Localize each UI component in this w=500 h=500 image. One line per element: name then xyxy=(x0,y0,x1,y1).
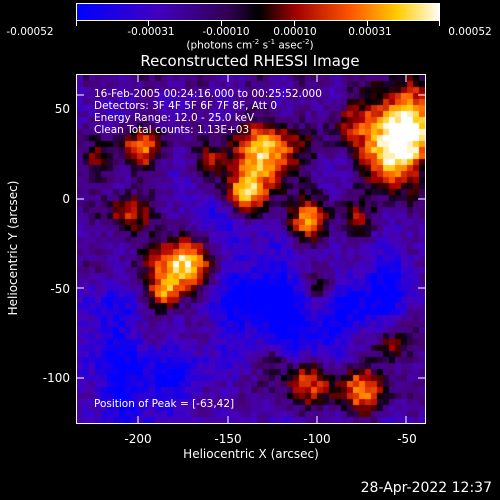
x-tick-label: -200 xyxy=(124,432,152,446)
x-tick-label: -100 xyxy=(303,432,331,446)
y-tick-label: -100 xyxy=(42,371,70,385)
plot-title: Reconstructed RHESSI Image xyxy=(140,52,360,70)
clean-counts-text: Clean Total counts: 1.13E+03 xyxy=(94,124,250,136)
plot-frame xyxy=(76,74,426,424)
axis-ticks xyxy=(76,74,426,424)
y-tick-label: 50 xyxy=(54,102,70,116)
timestamp: 28-Apr-2022 12:37 xyxy=(360,480,492,496)
y-tick-label: -50 xyxy=(50,282,70,296)
y-axis-label: Heliocentric Y (arcsec) xyxy=(6,180,20,316)
time-range-text: 16-Feb-2005 00:24:16.000 to 00:25:52.000 xyxy=(94,88,322,100)
x-tick-label: -50 xyxy=(397,432,417,446)
rhessi-image xyxy=(77,75,425,423)
colorbar-tick-label: 0.00052 xyxy=(448,26,492,38)
colorbar-tick-label: -0.00010 xyxy=(202,26,250,38)
peak-position-text: Position of Peak = [-63,42] xyxy=(94,398,235,410)
colorbar-units: (photons cm-2 s-1 asec-2) xyxy=(186,38,314,52)
y-tick-label: 0 xyxy=(62,192,70,206)
colorbar-tick-label: 0.00010 xyxy=(273,26,317,38)
colorbar-tick-label: -0.00031 xyxy=(127,26,175,38)
x-axis-label: Heliocentric X (arcsec) xyxy=(183,447,319,461)
colorbar xyxy=(76,3,440,21)
energy-range-text: Energy Range: 12.0 - 25.0 keV xyxy=(94,112,255,124)
colorbar-tick-label: -0.00052 xyxy=(6,26,54,38)
colorbar-tick-label: 0.00031 xyxy=(348,26,392,38)
colorbar-labels: -0.00052 -0.00031 -0.00010 0.00010 0.000… xyxy=(0,0,500,40)
colorbar-ticks xyxy=(76,21,440,27)
detectors-text: Detectors: 3F 4F 5F 6F 7F 8F, Att 0 xyxy=(94,100,278,112)
x-tick-label: -150 xyxy=(214,432,242,446)
